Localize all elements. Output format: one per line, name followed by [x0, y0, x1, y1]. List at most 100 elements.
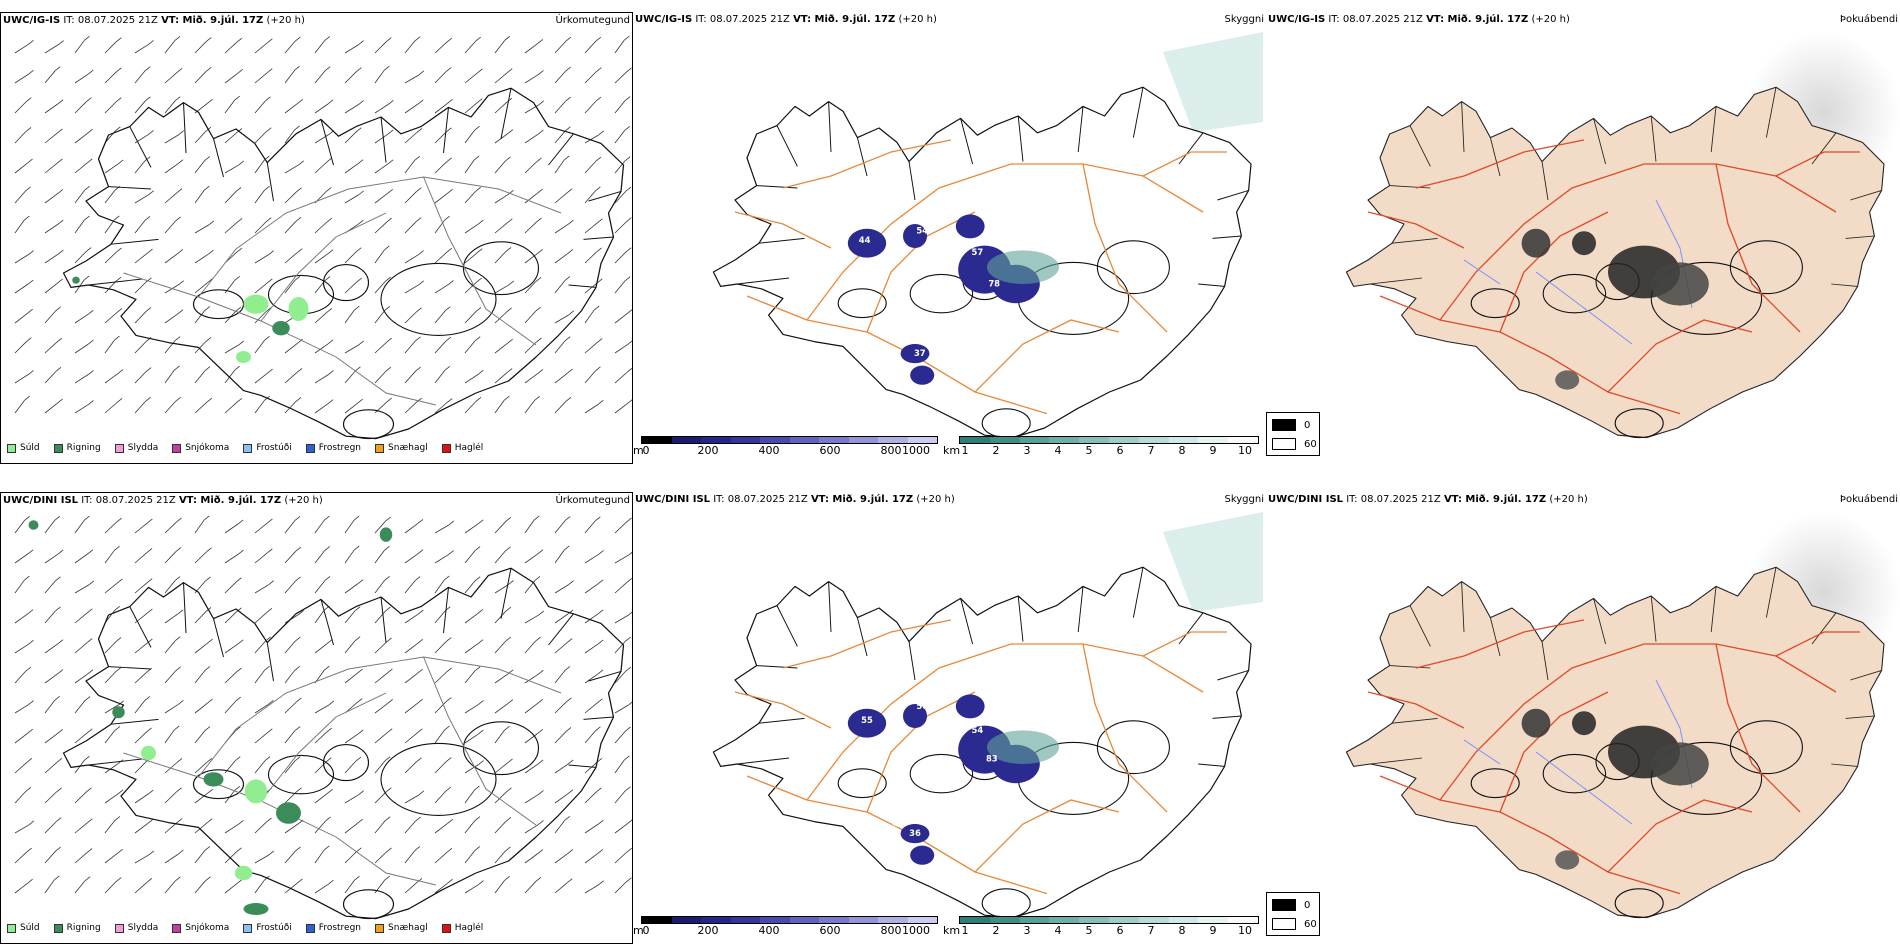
wind-barb	[14, 824, 30, 834]
wind-barb	[74, 73, 89, 84]
wind-barb	[314, 253, 329, 264]
legend-item-frostudi: Frostúði	[243, 441, 292, 455]
wind-barb	[44, 371, 57, 384]
wind-barb	[344, 610, 356, 624]
low-cloud-area	[847, 708, 887, 738]
wind-barb	[464, 401, 477, 414]
wind-barb	[314, 70, 326, 84]
wind-barb	[104, 373, 119, 384]
wind-barb	[584, 282, 598, 294]
wind-barb	[44, 223, 59, 234]
road	[1775, 151, 1861, 177]
wind-barb	[464, 613, 479, 624]
wind-barb	[614, 39, 625, 54]
wind-barb	[104, 730, 116, 744]
wind-barb	[194, 370, 206, 384]
glacier-outline	[1542, 273, 1607, 314]
wind-barb	[584, 134, 599, 144]
wind-barb	[134, 252, 148, 264]
wind-barb	[254, 100, 266, 114]
wind-barb	[614, 160, 626, 174]
wind-barb	[344, 794, 359, 804]
wind-barb	[614, 730, 626, 744]
wind-barb	[374, 851, 387, 864]
wind-barb	[194, 41, 207, 54]
wind-barb	[224, 581, 237, 594]
glacier-outline	[322, 264, 370, 302]
precip-area	[112, 706, 125, 719]
wind-barb	[134, 793, 149, 804]
wind-barb	[464, 159, 475, 174]
precip-panel-row1: UWC/IG-IS IT: 08.07.2025 21Z VT: Mið. 9.…	[0, 12, 633, 464]
road	[734, 211, 832, 249]
wind-barb	[614, 251, 627, 264]
precip-area	[379, 527, 393, 542]
cloud-base-label: 36	[909, 828, 921, 838]
wind-barb	[464, 190, 477, 204]
river	[1463, 259, 1501, 285]
iceland-map: 44 54 57 78 37	[712, 32, 1263, 439]
wind-barb	[404, 820, 416, 834]
wind-barb	[614, 343, 629, 354]
wind-barb	[284, 70, 295, 84]
wind-barb	[254, 879, 265, 894]
legend-item-frostregn: Frostregn	[305, 921, 361, 935]
wind-barb	[284, 670, 296, 684]
wind-barb	[344, 402, 358, 414]
wind-barb	[74, 404, 89, 414]
wind-barb	[44, 879, 55, 894]
fog-legend: 0 60	[1266, 892, 1320, 936]
wind-barb	[134, 642, 148, 654]
road	[1607, 319, 1753, 393]
wind-barb	[74, 553, 89, 564]
wind-barb	[224, 164, 240, 174]
wind-barb	[44, 553, 59, 564]
wind-barb	[164, 220, 176, 234]
wind-barb	[404, 40, 416, 54]
wind-barb	[344, 640, 356, 654]
wind-barb	[584, 100, 597, 114]
road	[1439, 163, 1837, 321]
wind-barb	[524, 853, 539, 864]
wind-barb	[164, 100, 176, 114]
wind-barb	[104, 402, 118, 414]
wind-barb	[434, 579, 445, 594]
legend-item-sudl: Súld	[7, 921, 40, 935]
wind-barb	[344, 194, 359, 204]
road	[746, 295, 1048, 415]
precip-area	[234, 865, 253, 881]
wind-barb	[404, 103, 419, 114]
wind-barb	[344, 549, 355, 564]
wind-barb	[314, 761, 327, 774]
wind-barb	[374, 401, 387, 414]
wind-barb	[224, 344, 239, 354]
road	[1715, 643, 1801, 813]
wind-barb	[44, 103, 59, 114]
wind-barb	[614, 402, 628, 414]
wind-barb	[584, 342, 598, 354]
wind-barb	[44, 132, 58, 144]
glacier-outline	[1470, 768, 1520, 799]
wind-barb	[164, 253, 179, 264]
wind-barb	[44, 253, 59, 264]
cloud-base-colorbar: m 0 200 400 600 800 1000	[633, 916, 938, 940]
wind-barb	[554, 793, 569, 804]
cloud-base-label: 83	[986, 754, 998, 764]
wind-barb	[434, 641, 447, 654]
wind-barb	[194, 551, 207, 564]
wind-barb	[254, 669, 265, 684]
wind-barb	[554, 314, 569, 324]
wind-barb	[464, 373, 479, 384]
wind-barb	[404, 613, 419, 624]
wind-barb	[554, 223, 569, 234]
wind-barb	[254, 854, 270, 864]
wind-barb	[134, 371, 147, 384]
wind-barb	[254, 282, 268, 294]
wind-barb	[74, 162, 88, 174]
wind-barb	[224, 72, 238, 84]
wind-barb	[224, 523, 239, 534]
wind-barb	[434, 310, 446, 324]
wind-barb	[164, 613, 179, 624]
fog-panel-row2: UWC/DINI ISL IT: 08.07.2025 21Z VT: Mið.…	[1266, 492, 1900, 944]
wind-barb	[554, 192, 568, 204]
